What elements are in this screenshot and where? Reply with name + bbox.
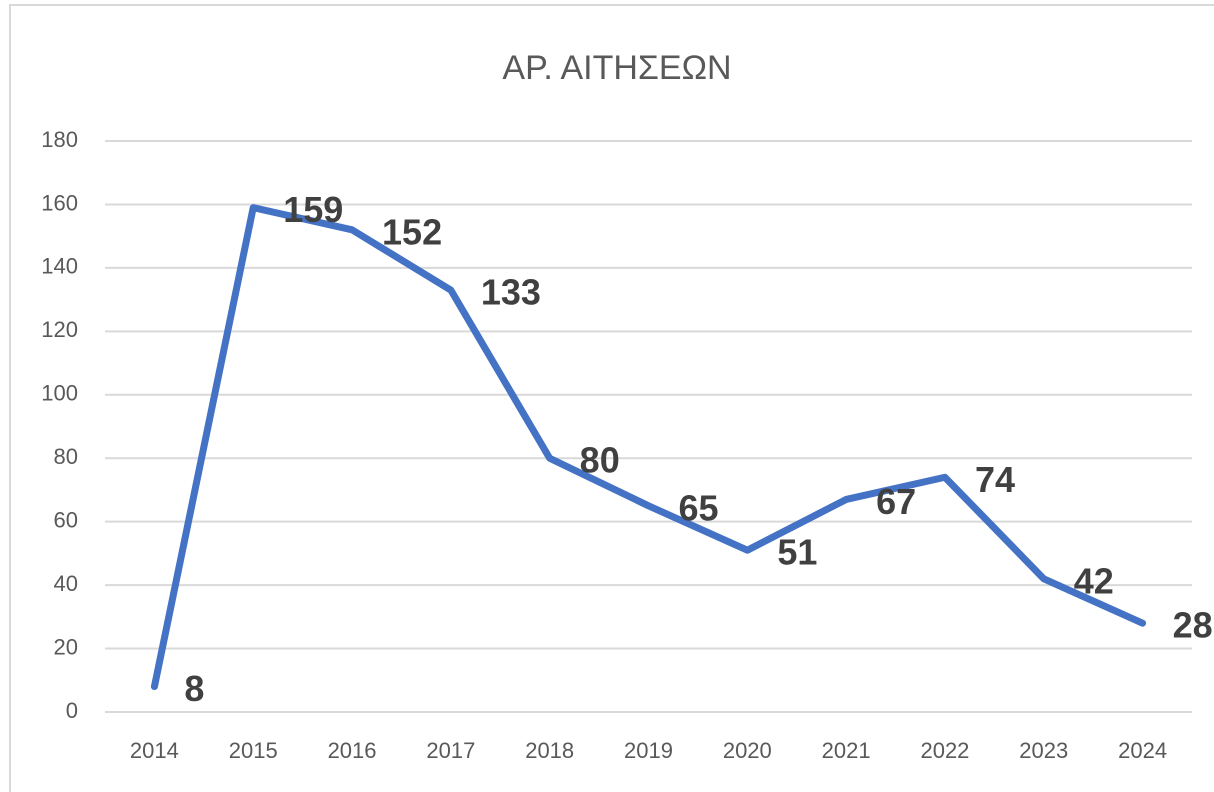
data-label: 74: [975, 459, 1015, 500]
y-tick-label: 20: [54, 634, 78, 659]
chart-title: ΑΡ. ΑΙΤΗΣΕΩΝ: [502, 49, 731, 87]
y-tick-label: 40: [54, 571, 78, 596]
x-tick-label: 2022: [920, 738, 969, 763]
data-label: 67: [876, 481, 916, 522]
data-label: 133: [481, 272, 541, 313]
data-label: 159: [283, 189, 343, 230]
x-tick-label: 2016: [328, 738, 377, 763]
y-tick-label: 180: [41, 127, 78, 152]
x-tick-label: 2021: [822, 738, 871, 763]
y-tick-label: 60: [54, 507, 78, 532]
x-tick-label: 2018: [525, 738, 574, 763]
y-tick-label: 100: [41, 381, 78, 406]
data-line: [150, 204, 1147, 691]
y-tick-label: 120: [41, 317, 78, 342]
data-label: 42: [1074, 560, 1114, 601]
y-tick-label: 0: [66, 698, 78, 723]
x-tick-label: 2014: [130, 738, 179, 763]
data-label: 65: [679, 487, 719, 528]
x-tick-label: 2015: [229, 738, 278, 763]
x-tick-label: 2024: [1118, 738, 1167, 763]
y-tick-label: 80: [54, 444, 78, 469]
x-tick-label: 2019: [624, 738, 673, 763]
x-tick-label: 2017: [426, 738, 475, 763]
x-tick-label: 2020: [723, 738, 772, 763]
y-tick-label: 160: [41, 190, 78, 215]
data-label: 8: [184, 668, 204, 709]
data-label: 80: [580, 440, 620, 481]
data-label: 152: [382, 211, 442, 252]
y-tick-label: 140: [41, 254, 78, 279]
data-label: 28: [1173, 605, 1213, 646]
x-tick-label: 2023: [1019, 738, 1068, 763]
data-label: 51: [777, 532, 817, 573]
